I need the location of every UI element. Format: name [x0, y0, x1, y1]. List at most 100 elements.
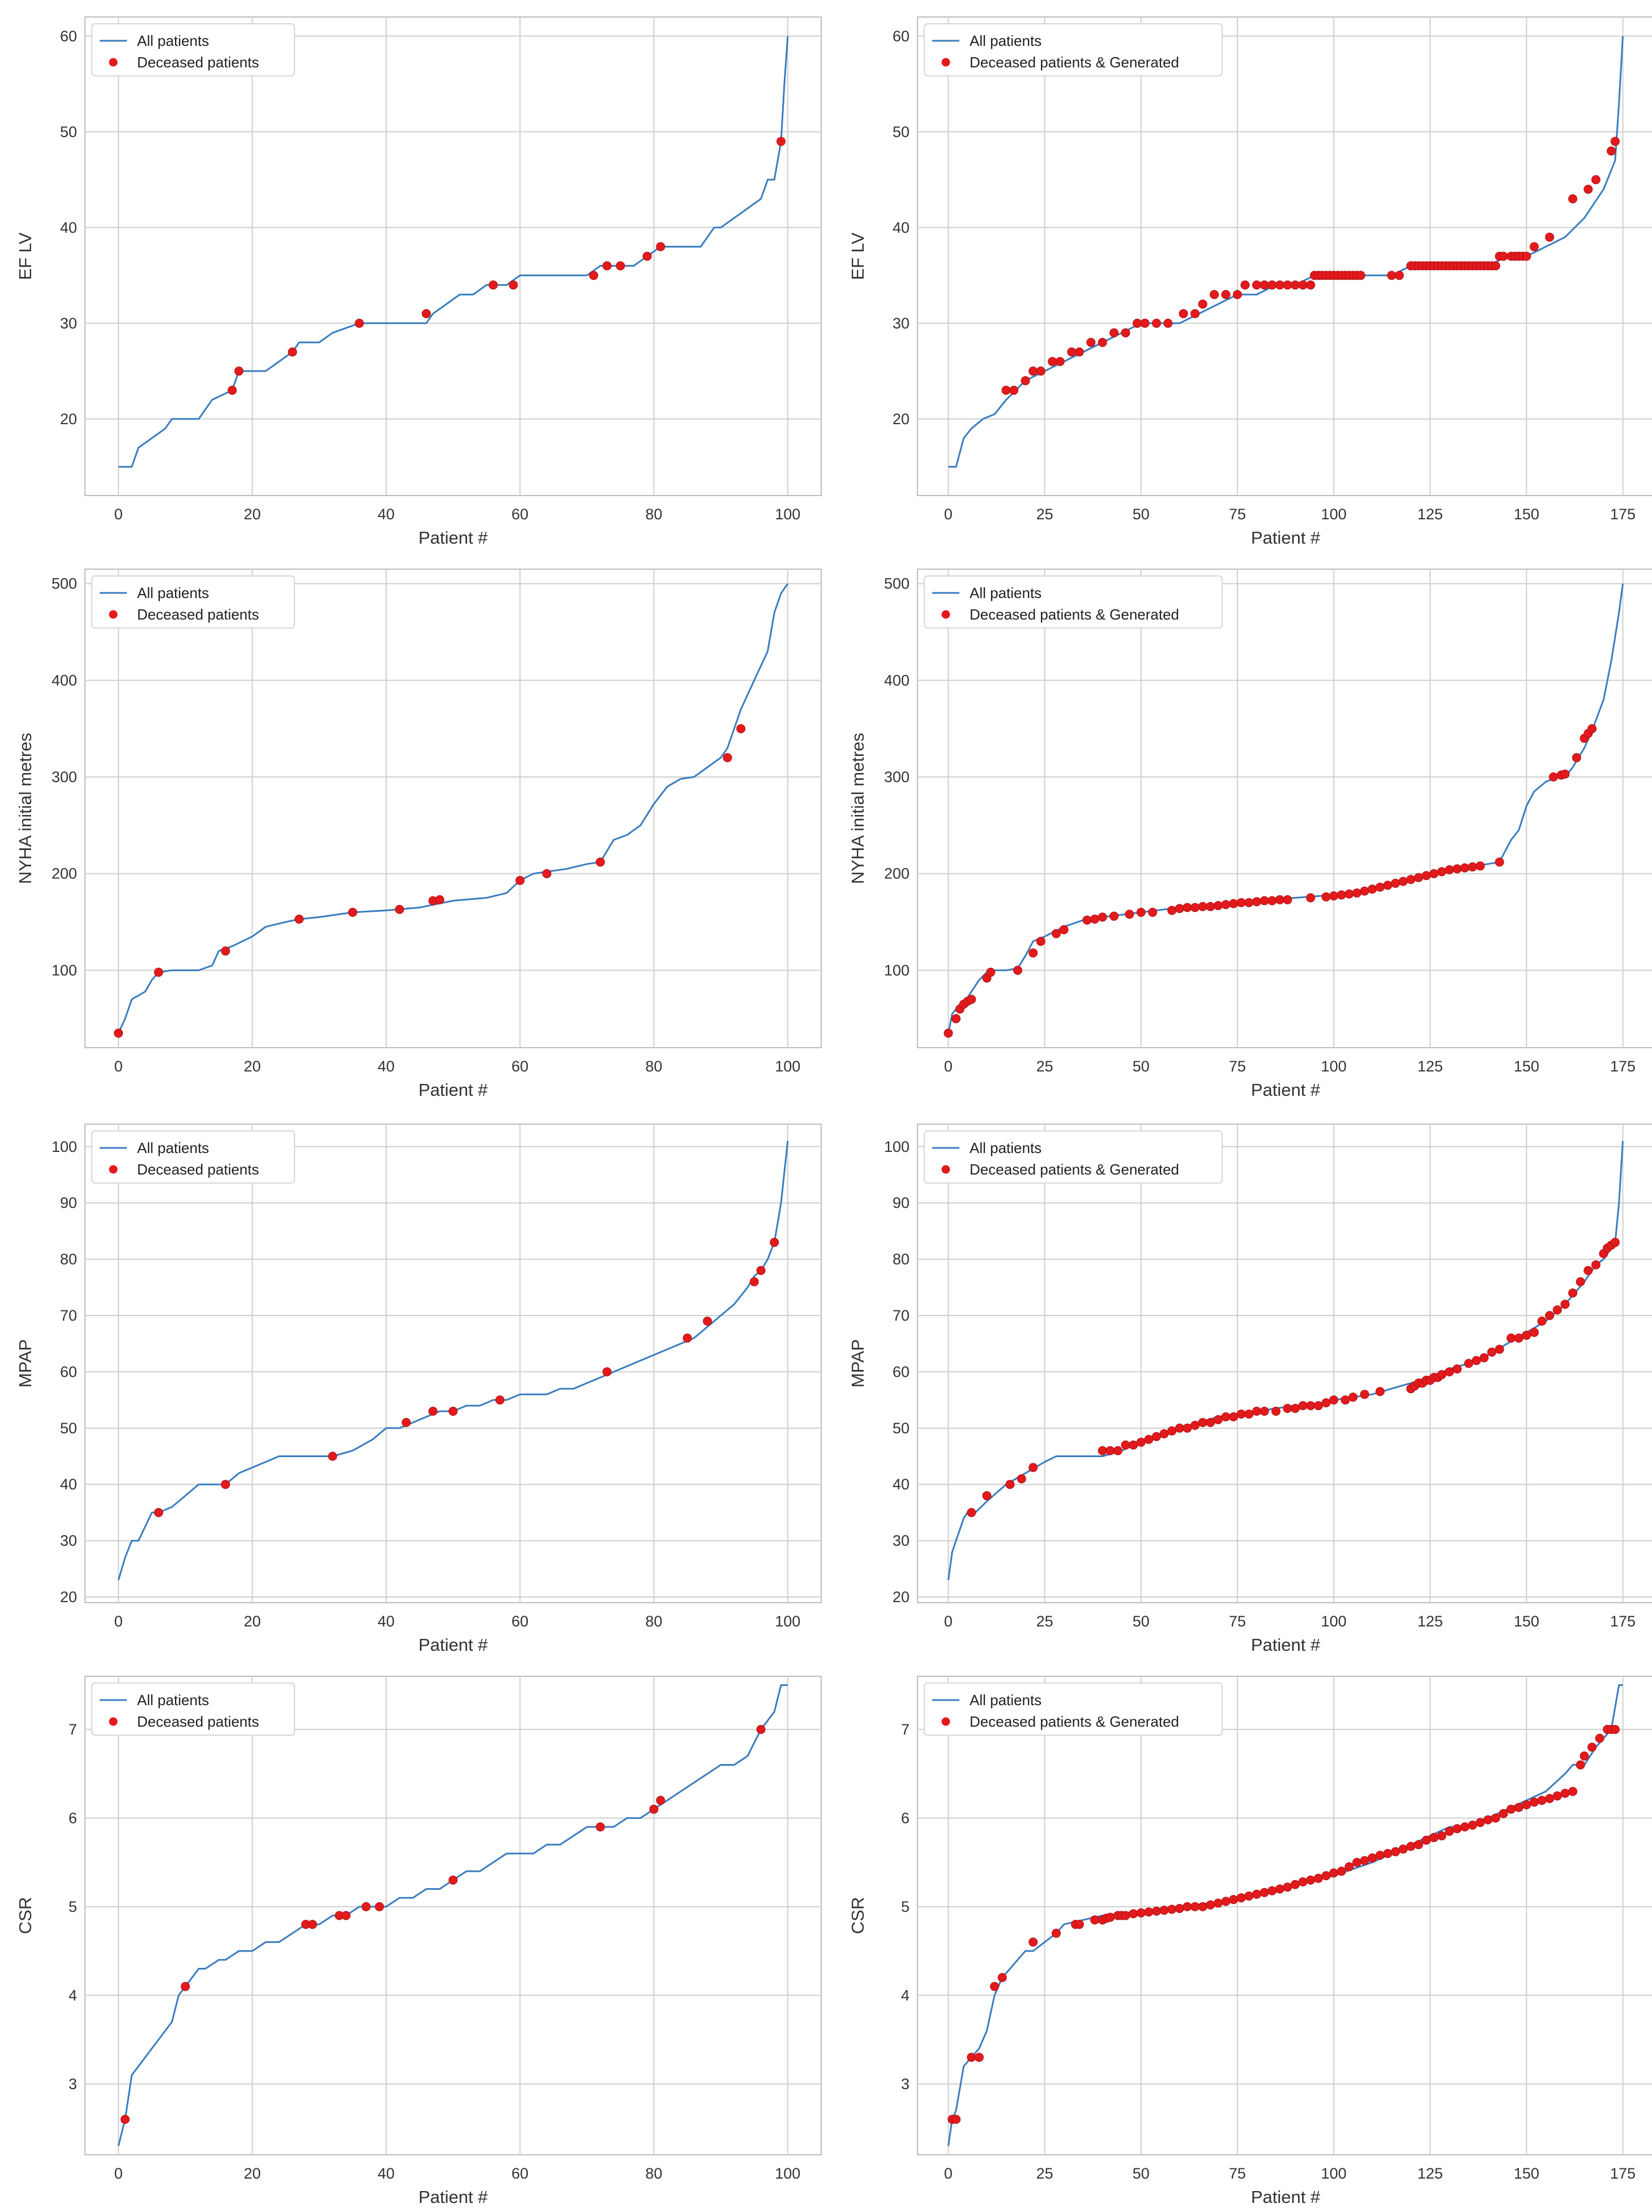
- deceased-point: [1098, 338, 1107, 347]
- deceased-point: [1267, 1886, 1277, 1895]
- deceased-point: [1506, 1333, 1516, 1343]
- deceased-point: [589, 271, 599, 280]
- legend-label-all-patients: All patients: [137, 1139, 209, 1156]
- deceased-point: [1495, 857, 1504, 867]
- legend: All patients Deceased patients: [91, 23, 295, 76]
- x-tick-label: 0: [944, 1613, 953, 1630]
- deceased-point: [1283, 1404, 1292, 1413]
- y-tick-label: 60: [893, 28, 910, 45]
- deceased-point: [154, 1508, 163, 1517]
- y-tick-label: 30: [60, 315, 77, 332]
- deceased-point: [1591, 1260, 1600, 1270]
- deceased-point: [1549, 772, 1558, 782]
- deceased-point: [723, 753, 732, 762]
- x-tick-label: 25: [1036, 1058, 1053, 1075]
- deceased-point: [1568, 1787, 1578, 1796]
- deceased-point: [1313, 1873, 1323, 1883]
- deceased-point: [1152, 1906, 1161, 1916]
- deceased-point: [1329, 1868, 1339, 1878]
- x-tick-label: 0: [944, 2165, 953, 2182]
- deceased-point: [1005, 1480, 1015, 1489]
- deceased-point: [1568, 194, 1578, 204]
- deceased-point: [1568, 1288, 1578, 1298]
- x-tick-label: 100: [1321, 506, 1347, 523]
- x-tick-label: 60: [511, 1613, 528, 1630]
- deceased-point: [1252, 1889, 1261, 1899]
- deceased-point: [1552, 1305, 1562, 1315]
- y-axis-label: EF LV: [848, 232, 868, 280]
- deceased-point: [1198, 1417, 1207, 1427]
- x-tick-label: 100: [775, 1058, 800, 1075]
- x-tick-label: 100: [775, 2165, 800, 2182]
- deceased-point: [1086, 338, 1096, 347]
- legend-label-deceased: Deceased patients: [137, 1713, 259, 1730]
- legend-box: [91, 23, 295, 76]
- deceased-point: [328, 1451, 338, 1461]
- deceased-point: [1159, 1429, 1169, 1438]
- deceased-point: [1190, 1420, 1200, 1430]
- deceased-point: [1001, 386, 1011, 395]
- x-tick-label: 175: [1610, 506, 1636, 523]
- deceased-point: [649, 1804, 659, 1814]
- x-tick-label: 80: [646, 1613, 663, 1630]
- deceased-point: [402, 1417, 411, 1427]
- deceased-point: [1337, 1867, 1346, 1876]
- deceased-point: [1298, 1401, 1308, 1411]
- legend-label-all-patients: All patients: [137, 584, 209, 601]
- deceased-point: [1468, 1820, 1478, 1830]
- legend-label-deceased: Deceased patients & Generated: [970, 1161, 1179, 1178]
- legend: All patients Deceased patients & Generate…: [924, 575, 1223, 629]
- deceased-point: [1422, 1835, 1431, 1845]
- deceased-point: [114, 1028, 123, 1038]
- y-tick-label: 3: [901, 2076, 910, 2093]
- deceased-point: [228, 386, 237, 395]
- deceased-point: [1471, 1356, 1481, 1365]
- deceased-point: [1595, 1733, 1604, 1743]
- chart-mpap-original: 0 20 40 60 80 100 20 30 40 50 60 70 80 90 100 Patient #…: [15, 1124, 822, 1655]
- deceased-point: [1491, 261, 1500, 271]
- x-tick-label: 60: [511, 506, 528, 523]
- deceased-point: [1121, 328, 1130, 338]
- deceased-point: [1464, 1359, 1474, 1368]
- deceased-point: [355, 318, 364, 328]
- deceased-point: [1514, 1803, 1523, 1812]
- y-tick-label: 500: [52, 575, 77, 592]
- x-tick-label: 60: [511, 1058, 528, 1075]
- deceased-point: [1136, 1437, 1146, 1447]
- deceased-point: [990, 1982, 1000, 1991]
- deceased-point: [1055, 357, 1065, 366]
- x-axis-label: Patient #: [1251, 528, 1321, 548]
- deceased-point: [1530, 1327, 1539, 1337]
- deceased-point: [1491, 1813, 1500, 1823]
- deceased-point: [1240, 280, 1250, 290]
- deceased-point: [1514, 1333, 1523, 1343]
- deceased-point: [1052, 929, 1061, 938]
- deceased-point: [1580, 1751, 1589, 1761]
- deceased-point: [1252, 280, 1261, 290]
- deceased-point: [982, 1491, 992, 1501]
- y-tick-label: 20: [893, 1588, 910, 1605]
- y-tick-label: 40: [60, 219, 77, 236]
- deceased-point: [1414, 1840, 1423, 1850]
- plot-area: [84, 16, 822, 496]
- deceased-point: [1352, 888, 1361, 898]
- deceased-point: [1375, 882, 1385, 892]
- chart-mpap-generated: 0 25 50 75 100 125 150 1752030405060708090100Pa…: [848, 1124, 1652, 1655]
- deceased-point: [602, 261, 612, 271]
- legend: All patients Deceased patients: [91, 1683, 295, 1736]
- deceased-point: [1190, 309, 1200, 318]
- deceased-point: [1206, 1417, 1215, 1427]
- deceased-point: [1391, 878, 1400, 888]
- deceased-point: [642, 251, 652, 261]
- deceased-point: [736, 724, 746, 733]
- deceased-point: [1375, 1387, 1385, 1397]
- deceased-point: [1291, 280, 1300, 290]
- deceased-point: [1190, 903, 1200, 912]
- y-axis-label: CSR: [848, 1897, 868, 1934]
- legend: All patients Deceased patients & Generate…: [924, 23, 1223, 76]
- deceased-point: [294, 915, 304, 924]
- deceased-point: [1283, 1882, 1292, 1892]
- deceased-point: [1483, 1815, 1493, 1825]
- deceased-point: [1059, 925, 1069, 934]
- y-tick-label: 90: [60, 1194, 77, 1211]
